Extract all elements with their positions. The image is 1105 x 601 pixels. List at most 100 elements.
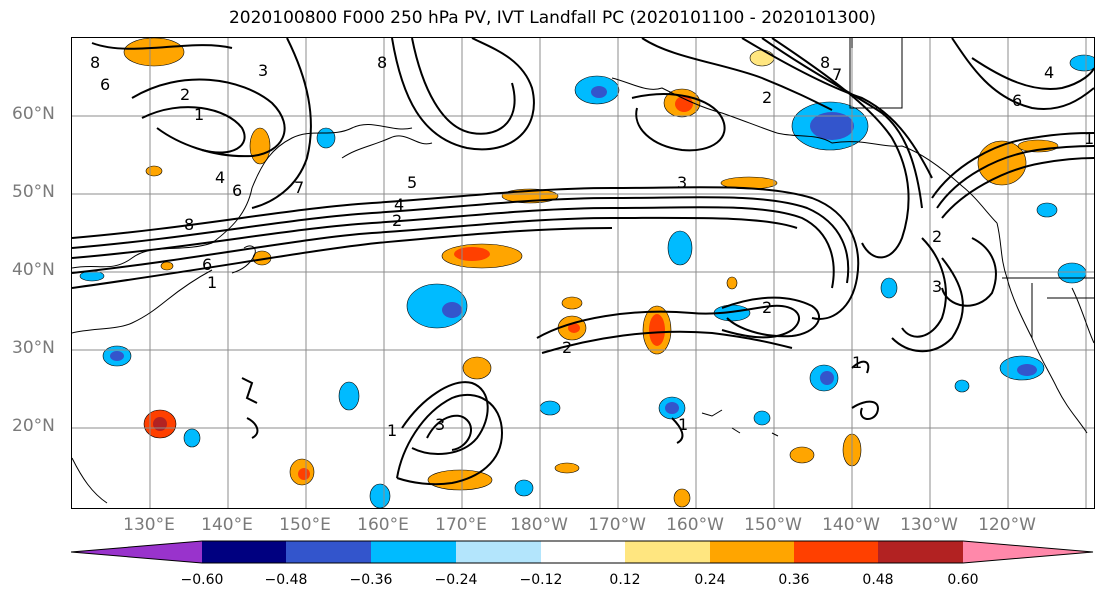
lat-label: 30°N: [12, 338, 55, 358]
colorbar-segment: [71, 541, 202, 563]
lon-label: 140°E: [201, 515, 253, 535]
pv-contours: [72, 38, 1094, 486]
colorbar-segment: [625, 541, 710, 563]
contour-label: 5: [407, 173, 417, 192]
shade-blob: [123, 38, 185, 67]
shade-blob: [673, 488, 691, 508]
contour-label: 1: [678, 415, 688, 434]
shade-blob: [1036, 202, 1058, 218]
coastlines: [72, 38, 1094, 504]
shade-blob: [427, 469, 493, 491]
contour-label: 3: [677, 173, 687, 192]
contour-label: 7: [832, 65, 842, 84]
shade-blob: [1069, 54, 1094, 72]
contour-label: 8: [377, 53, 387, 72]
lon-label: 150°E: [279, 515, 331, 535]
lon-label: 150°W: [744, 515, 802, 535]
colorbar-segments: [71, 540, 1094, 564]
colorbar-tick: −0.24: [434, 572, 478, 588]
shade-blob: [954, 379, 970, 393]
lon-label: 160°W: [666, 515, 724, 535]
lon-label: 170°E: [435, 515, 487, 535]
shade-blob: [183, 428, 201, 448]
colorbar-segment: [710, 541, 794, 563]
contour-label: 6: [1012, 91, 1022, 110]
contour-label: 7: [294, 178, 304, 197]
contour-label: 2: [762, 298, 772, 317]
colorbar: [71, 540, 1094, 564]
contour-label: 3: [932, 277, 942, 296]
colorbar-tick: −0.60: [180, 572, 224, 588]
colorbar-tick: 0.48: [862, 572, 894, 588]
contour-label: 2: [762, 88, 772, 107]
map-panel: 8 6 2 1 4 7 6 8 8 3 2 4 5 6 1 2 3 7 8 2 …: [71, 37, 1095, 509]
shade-blob: [561, 296, 583, 310]
lat-label: 50°N: [12, 182, 55, 202]
lon-label: 140°W: [822, 515, 880, 535]
contour-label: 8: [820, 53, 830, 72]
lat-label: 20°N: [12, 416, 55, 436]
shade-blob: [160, 261, 174, 271]
colorbar-segment: [794, 541, 878, 563]
shade-blob: [554, 462, 580, 474]
colorbar-segment: [202, 541, 286, 563]
colorbar-tick: −0.12: [519, 572, 563, 588]
lon-label: 160°E: [357, 515, 409, 535]
contour-label: 1: [852, 353, 862, 372]
shade-blob: [880, 277, 898, 299]
contour-label: 6: [100, 75, 110, 94]
colorbar-tick: −0.48: [264, 572, 308, 588]
colorbar-outline: [71, 540, 1094, 564]
shade-blob: [1057, 262, 1087, 284]
colorbar-tick: 0.36: [778, 572, 810, 588]
graticule: [72, 38, 1094, 508]
shade-blob: [749, 49, 775, 67]
lon-label: 170°W: [588, 515, 646, 535]
colorbar-segment: [878, 541, 963, 563]
shade-blob: [789, 446, 815, 464]
lat-label: 40°N: [12, 260, 55, 280]
colorbar-tick: −0.36: [349, 572, 393, 588]
shade-blob: [462, 356, 492, 380]
colorbar-tick: 0.24: [694, 572, 726, 588]
contour-label: 2: [392, 211, 402, 230]
contour-label: 1: [207, 273, 217, 292]
lon-label: 130°W: [900, 515, 958, 535]
colorbar-segment: [541, 541, 625, 563]
shade-blob: [726, 276, 738, 290]
contour-label: 4: [394, 195, 404, 214]
colorbar-tick: 0.12: [609, 572, 641, 588]
contour-label: 2: [180, 85, 190, 104]
colorbar-segment: [963, 541, 1093, 563]
map-title: 2020100800 F000 250 hPa PV, IVT Landfall…: [228, 8, 876, 28]
contour-label: 2: [932, 227, 942, 246]
colorbar-tick: 0.60: [947, 572, 979, 588]
contour-label: 3: [435, 415, 445, 434]
contour-label: 6: [232, 181, 242, 200]
colorbar-segment: [456, 541, 541, 563]
contour-label: 1: [387, 421, 397, 440]
shade-blob: [753, 410, 771, 426]
positive-shading: [123, 38, 1059, 508]
shade-blob: [369, 483, 391, 508]
shade-blob: [977, 140, 1027, 186]
lon-label: 120°W: [978, 515, 1036, 535]
contour-label: 2: [562, 338, 572, 357]
shade-blob: [316, 127, 336, 149]
contour-label: 4: [215, 168, 225, 187]
shade-blob: [338, 381, 360, 411]
shade-blob: [514, 479, 534, 497]
contour-label: 6: [202, 255, 212, 274]
lon-label: 180°W: [510, 515, 568, 535]
lon-label: 130°E: [123, 515, 175, 535]
contour-label: 1: [194, 105, 204, 124]
colorbar-segment: [286, 541, 371, 563]
contour-label: 4: [1044, 63, 1054, 82]
contour-label: 3: [258, 61, 268, 80]
contour-label: 1: [1084, 129, 1094, 148]
shade-blob: [539, 400, 561, 416]
contour-label: 8: [90, 53, 100, 72]
colorbar-segment: [371, 541, 456, 563]
contour-label: 8: [184, 215, 194, 234]
shade-blob: [145, 165, 163, 177]
